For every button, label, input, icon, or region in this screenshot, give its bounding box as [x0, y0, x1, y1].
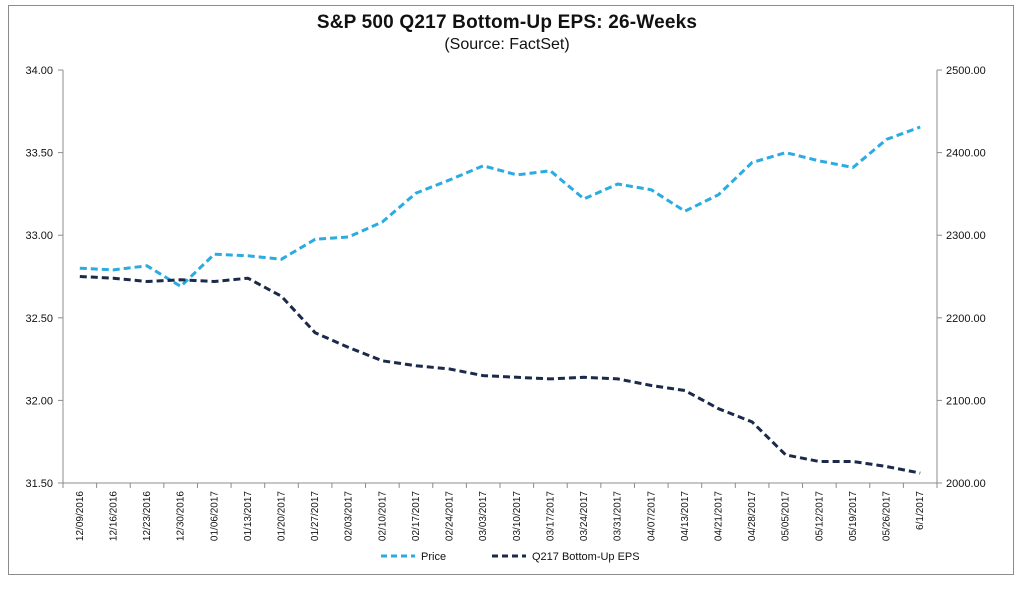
x-tick-label: 01/27/2017	[310, 491, 321, 541]
left-tick-label: 34.00	[25, 65, 53, 77]
x-tick-label: 03/10/2017	[512, 491, 523, 541]
chart-subtitle: (Source: FactSet)	[444, 36, 570, 53]
x-tick-label: 04/13/2017	[680, 491, 691, 541]
x-tick-label: 04/28/2017	[747, 491, 758, 541]
left-tick-label: 33.00	[25, 230, 53, 242]
right-tick-label: 2300.00	[946, 230, 986, 242]
chart-title: S&P 500 Q217 Bottom-Up EPS: 26-Weeks	[316, 12, 698, 33]
right-tick-label: 2500.00	[946, 65, 986, 77]
x-tick-label: 04/21/2017	[714, 491, 725, 541]
x-tick-label: 02/10/2017	[377, 491, 388, 541]
series	[79, 125, 921, 475]
left-tick-label: 32.00	[25, 395, 53, 407]
x-tick-label: 03/03/2017	[478, 491, 489, 541]
right-axis-ticks: 2500.00 2400.00 2300.00 2200.00 2100.00 2000.…	[937, 65, 986, 490]
x-tick-label: 05/05/2017	[781, 491, 792, 541]
x-tick-label: 02/24/2017	[445, 491, 456, 541]
eps-series-line	[79, 275, 921, 475]
x-tick-label: 12/09/2016	[75, 491, 86, 541]
x-tick-label: 12/16/2016	[108, 491, 119, 541]
left-tick-label: 33.50	[25, 148, 53, 160]
legend-label-price: Price	[421, 551, 446, 563]
x-axis-ticks: 12/09/2016 12/16/2016 12/23/2016 12/30/2016…	[62, 483, 938, 541]
x-tick-label: 12/30/2016	[176, 491, 187, 541]
right-tick-label: 2100.00	[946, 395, 986, 407]
x-tick-label: 02/03/2017	[344, 491, 355, 541]
x-tick-label: 03/24/2017	[579, 491, 590, 541]
x-tick-label: 03/31/2017	[613, 491, 624, 541]
left-tick-label: 31.50	[25, 478, 53, 490]
x-tick-label: 05/26/2017	[882, 491, 893, 541]
axes	[62, 70, 938, 484]
x-tick-label: 03/17/2017	[545, 491, 556, 541]
legend-label-eps: Q217 Bottom-Up EPS	[532, 551, 640, 563]
x-tick-label: 04/07/2017	[646, 491, 657, 541]
x-tick-label: 05/12/2017	[814, 491, 825, 541]
x-tick-label: 02/17/2017	[411, 491, 422, 541]
right-tick-label: 2000.00	[946, 478, 986, 490]
x-tick-label: 05/19/2017	[848, 491, 859, 541]
legend: Price Q217 Bottom-Up EPS	[381, 551, 640, 563]
chart-frame	[8, 5, 1014, 575]
x-tick-label: 6/1/2017	[915, 491, 926, 530]
price-series-line	[79, 125, 921, 288]
left-axis-ticks: 34.00 33.50 33.00 32.50 32.00 31.50	[25, 65, 63, 490]
right-tick-label: 2400.00	[946, 148, 986, 160]
x-tick-label: 01/06/2017	[209, 491, 220, 541]
right-tick-label: 2200.00	[946, 313, 986, 325]
x-tick-label: 01/20/2017	[277, 491, 288, 541]
left-tick-label: 32.50	[25, 313, 53, 325]
x-tick-label: 12/23/2016	[142, 491, 153, 541]
x-tick-label: 01/13/2017	[243, 491, 254, 541]
